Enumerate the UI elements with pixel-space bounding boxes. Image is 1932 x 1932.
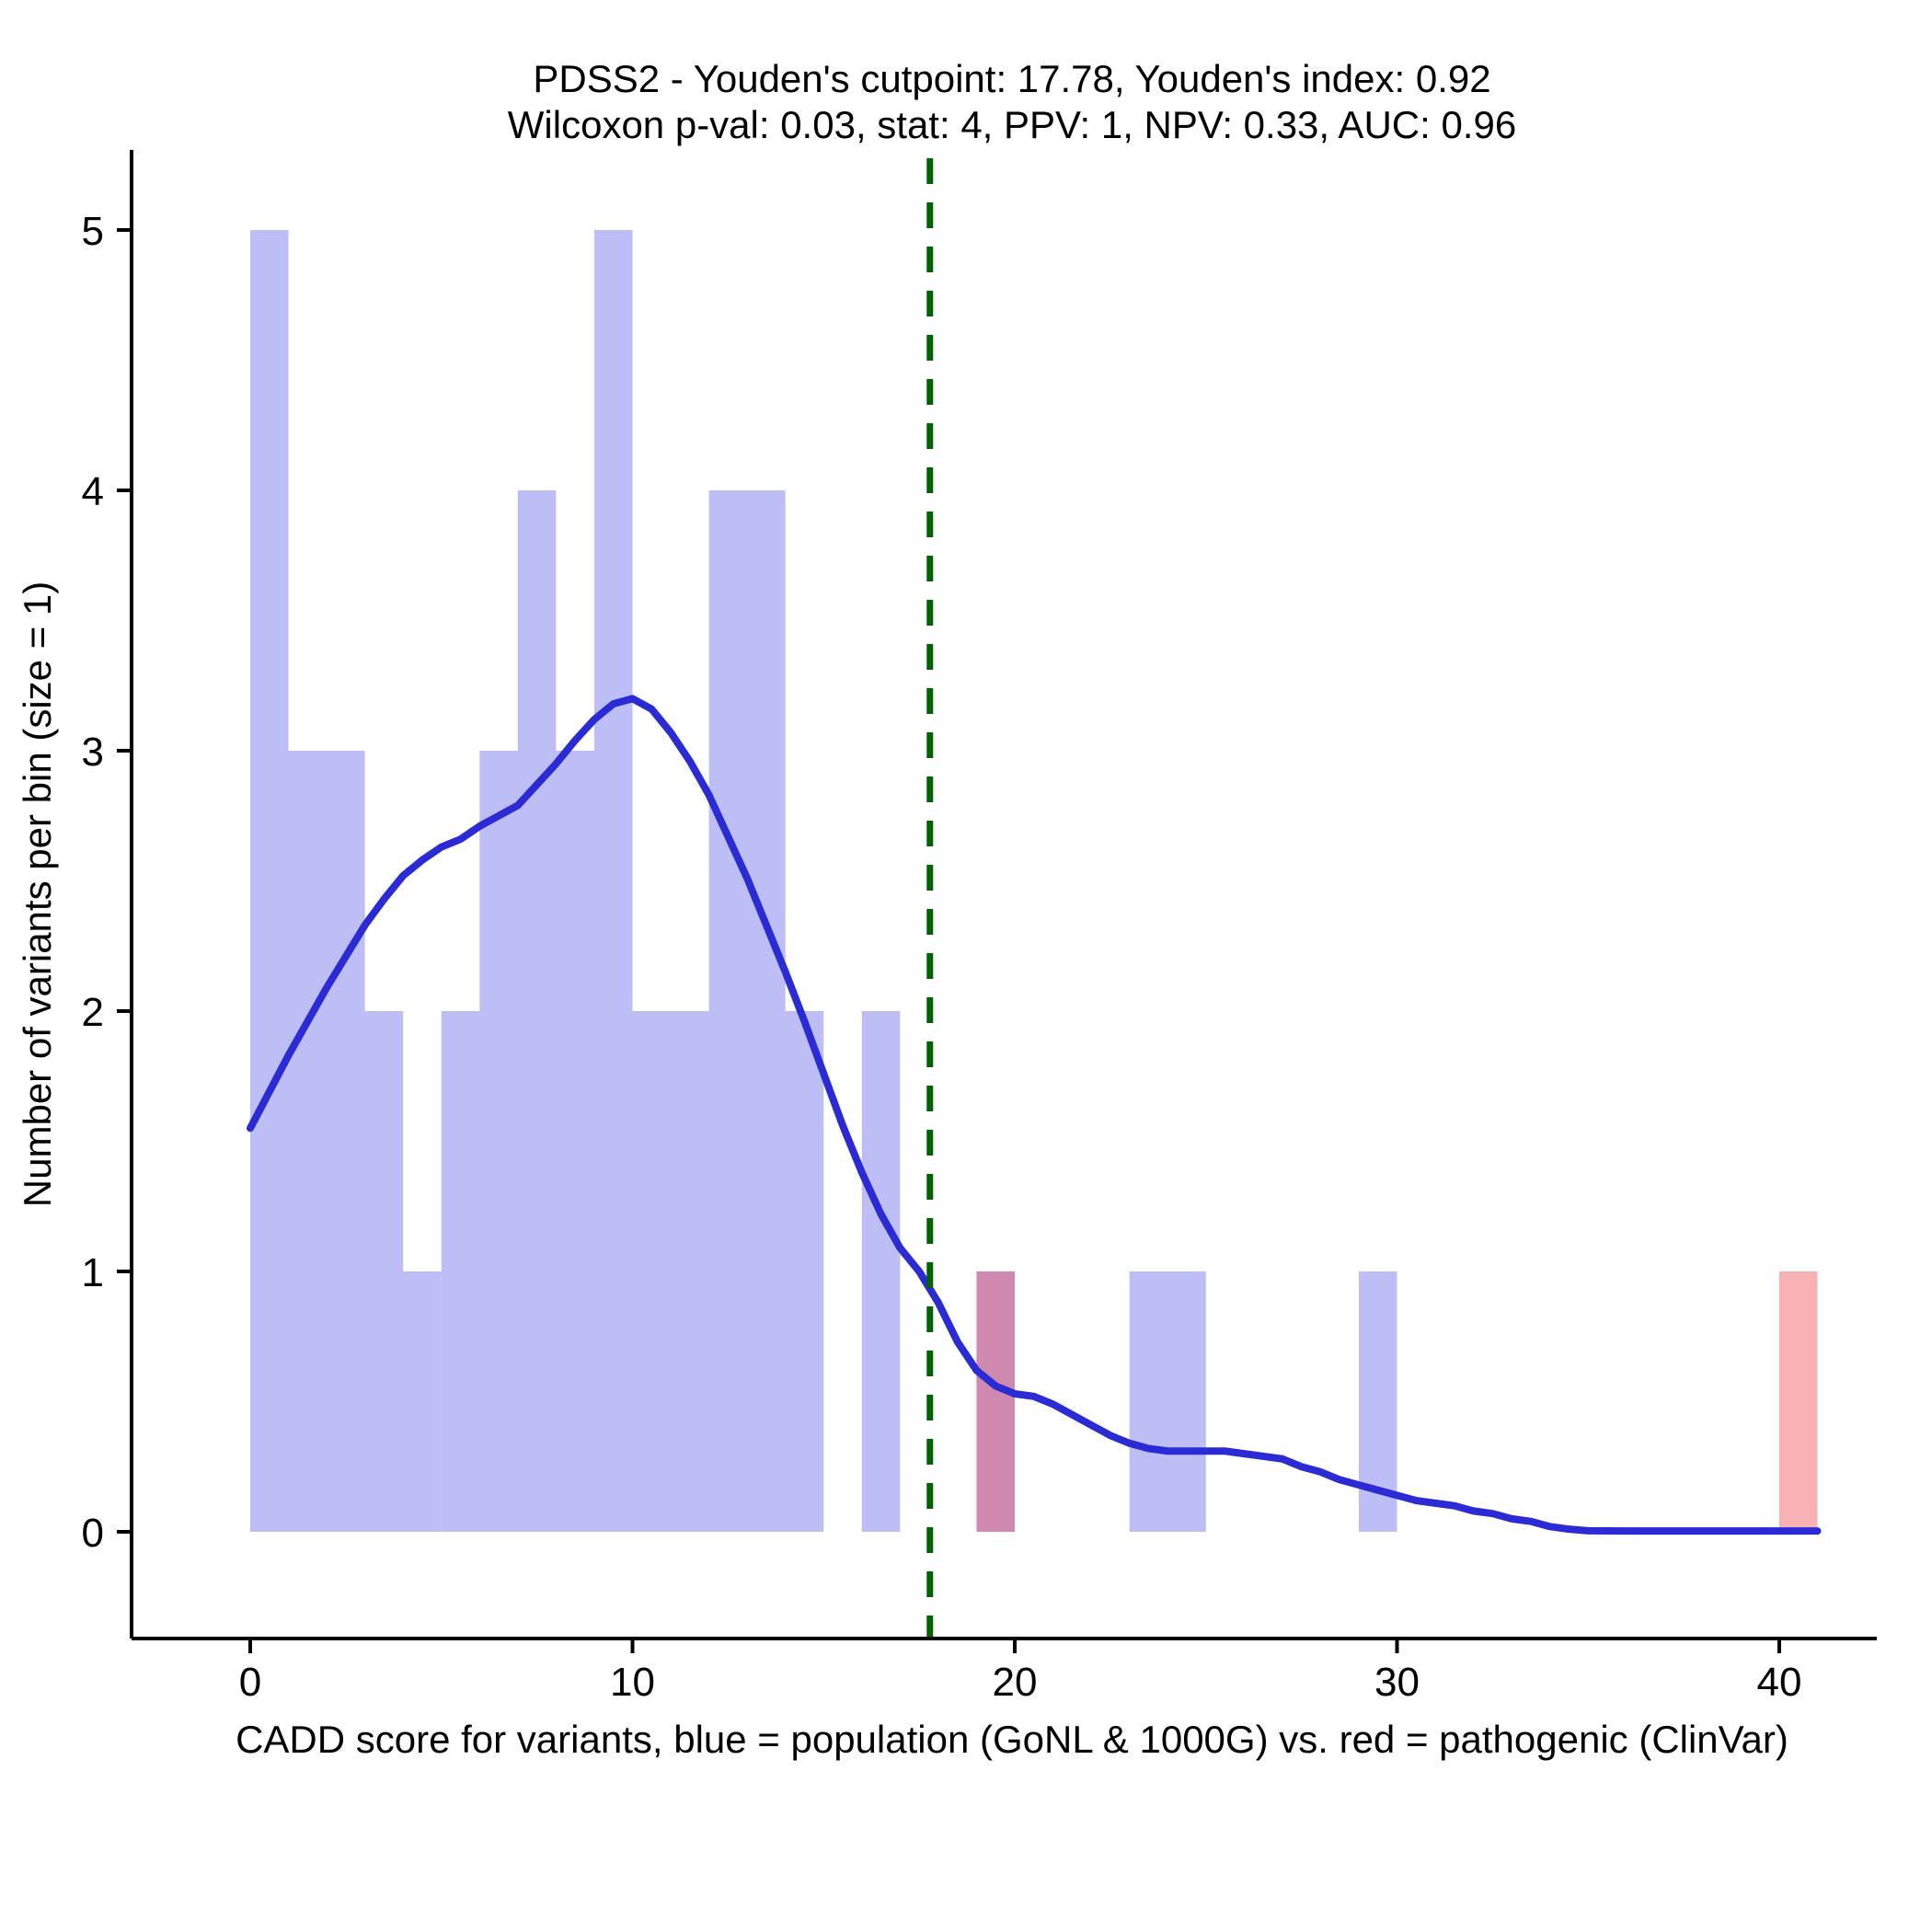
histogram-bars xyxy=(250,230,1818,1532)
x-tick-label: 0 xyxy=(239,1660,261,1705)
population-bar xyxy=(364,1011,404,1532)
population-bar xyxy=(976,1271,1015,1532)
population-bar xyxy=(708,490,748,1532)
x-tick-label: 10 xyxy=(610,1660,655,1705)
chart-title: PDSS2 - Youden's cutpoint: 17.78, Youden… xyxy=(533,57,1490,100)
population-bar xyxy=(785,1011,824,1532)
y-tick-label: 0 xyxy=(82,1511,104,1556)
population-bar xyxy=(288,751,328,1532)
density-line-layer xyxy=(247,695,1822,1535)
x-tick-label: 30 xyxy=(1374,1660,1420,1705)
pathogenic-bar xyxy=(976,1271,1015,1532)
x-tick-label: 40 xyxy=(1757,1660,1802,1705)
population-bar xyxy=(671,1011,709,1532)
y-tick-label: 3 xyxy=(82,730,104,775)
population-bar xyxy=(556,751,594,1532)
x-axis-title: CADD score for variants, blue = populati… xyxy=(236,1718,1788,1761)
density-curve xyxy=(247,695,1822,1535)
population-bar xyxy=(250,230,289,1532)
axes: 0 10 20 30 40 0 1 2 3 4 5 xyxy=(82,150,1877,1705)
y-tick-label: 5 xyxy=(82,209,104,254)
population-bar xyxy=(632,1011,672,1532)
population-bar xyxy=(517,490,557,1532)
chart-subtitle: Wilcoxon p-val: 0.03, stat: 4, PPV: 1, N… xyxy=(508,103,1516,146)
y-tick-label: 1 xyxy=(82,1250,104,1295)
y-tick-label: 4 xyxy=(82,469,104,514)
population-bar xyxy=(1167,1271,1206,1532)
y-axis-title: Number of variants per bin (size = 1) xyxy=(16,581,59,1207)
population-bar xyxy=(1129,1271,1168,1532)
x-tick-label: 20 xyxy=(993,1660,1038,1705)
population-bar xyxy=(479,751,518,1532)
population-bar xyxy=(861,1011,901,1532)
population-bar xyxy=(403,1271,442,1532)
population-bar xyxy=(747,490,786,1532)
population-bar xyxy=(327,751,365,1532)
population-bar xyxy=(441,1011,480,1532)
pathogenic-bar xyxy=(1779,1271,1818,1532)
y-tick-label: 2 xyxy=(82,990,104,1035)
population-bar xyxy=(593,230,633,1532)
